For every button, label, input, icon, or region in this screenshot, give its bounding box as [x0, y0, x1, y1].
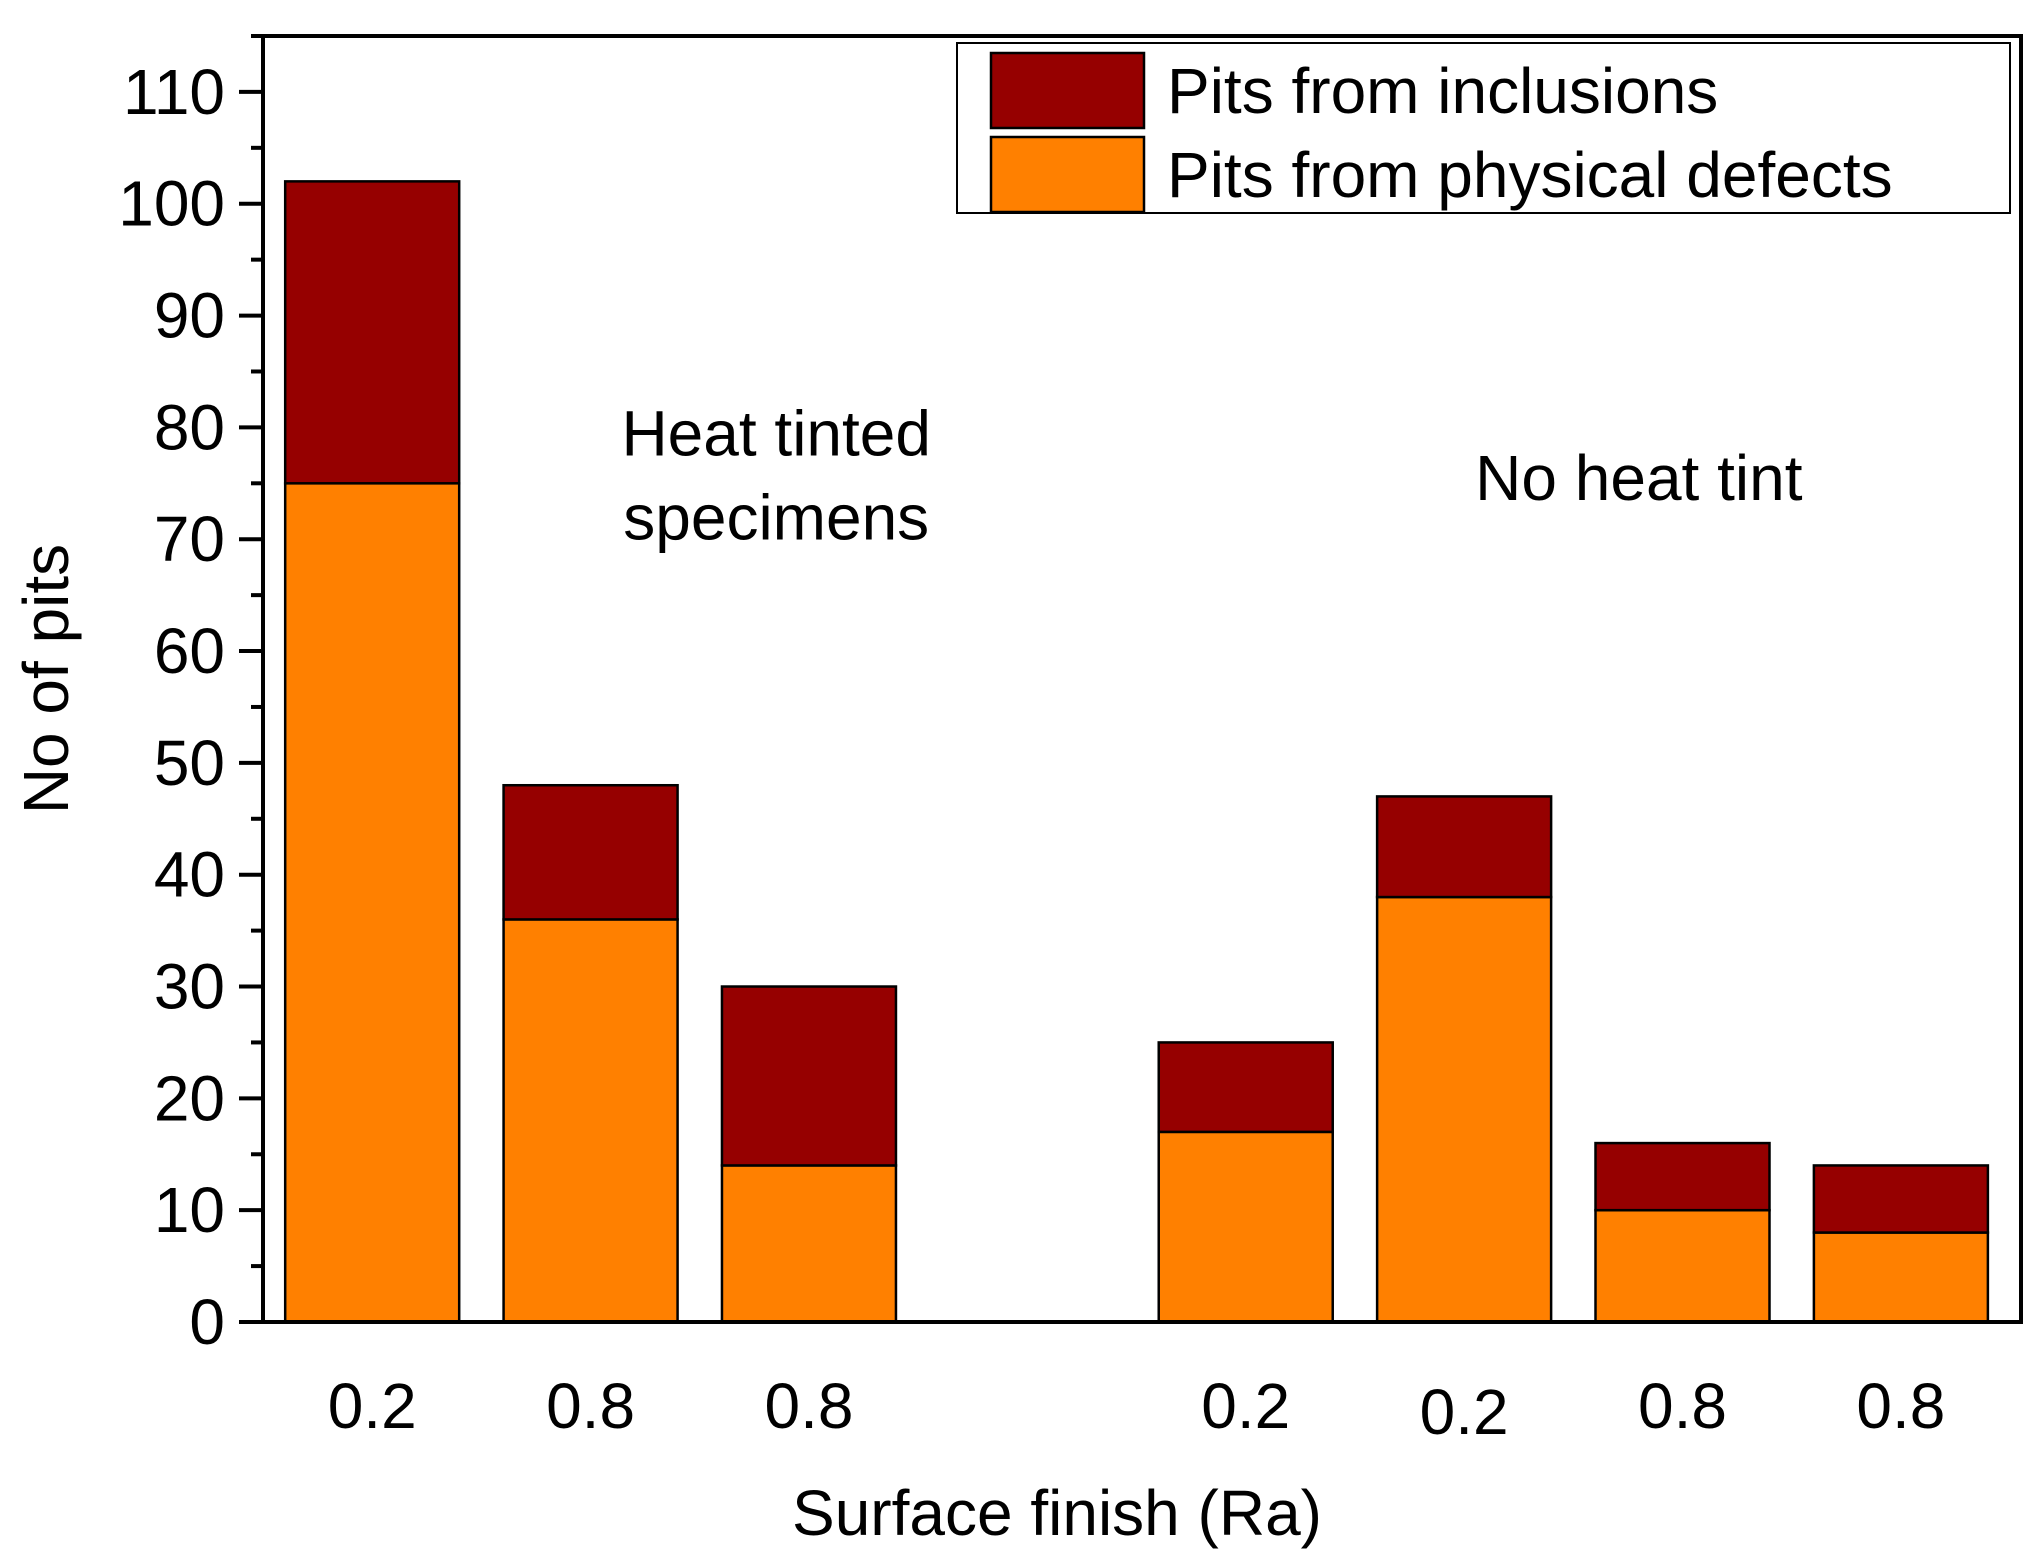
- bar-physical-defects-7: [1812, 1231, 1990, 1324]
- annotation-text-1: specimens: [623, 481, 929, 553]
- x-tick-label: 0.2: [1420, 1376, 1509, 1448]
- x-axis-label: Surface finish (Ra): [792, 1477, 1322, 1549]
- y-tick-label: 30: [154, 951, 225, 1023]
- annotation-text-1: Heat tinted: [621, 397, 931, 469]
- annotations: Heat tinted specimens No heat tint: [621, 397, 1802, 553]
- legend: Pits from inclusions Pits from physical d…: [956, 42, 2011, 214]
- x-tick-label: 0.8: [546, 1370, 635, 1442]
- x-tick-label: 0.8: [1856, 1370, 1945, 1442]
- plot-frame: [261, 34, 2023, 1324]
- y-tick-label: 50: [154, 727, 225, 799]
- bar-inclusions-5: [1375, 795, 1553, 899]
- y-tick-label: 60: [154, 615, 225, 687]
- y-tick-label: 10: [154, 1174, 225, 1246]
- bar-inclusions-2: [502, 783, 679, 921]
- bar-physical-defects-2: [502, 918, 679, 1324]
- bar-inclusions-1: [283, 180, 461, 485]
- bar-inclusions-7: [1812, 1164, 1990, 1234]
- y-tick-label: 70: [154, 503, 225, 575]
- bars-group: [283, 180, 1990, 1324]
- y-tick-label: 40: [154, 839, 225, 911]
- bar-physical-defects-1: [283, 482, 461, 1324]
- bar-inclusions-4: [1157, 1041, 1334, 1134]
- y-tick-label: 110: [123, 56, 225, 128]
- x-tick-label: 0.2: [328, 1370, 417, 1442]
- legend-label-2: Pits from physical defects: [1167, 139, 1893, 211]
- bar-inclusions-3: [720, 985, 898, 1167]
- bar-physical-defects-4: [1157, 1130, 1334, 1324]
- y-tick-label: 80: [154, 391, 225, 463]
- y-axis-label: No of pits: [10, 544, 82, 814]
- bar-inclusions-6: [1594, 1141, 1771, 1212]
- legend-swatch-2: [989, 135, 1146, 214]
- legend-label-1: Pits from inclusions: [1167, 55, 1718, 127]
- y-tick-label: 100: [118, 168, 225, 240]
- y-axis: 0 10 20 30 40 50 60 70 80 90 100 110: [118, 34, 263, 1358]
- y-tick-label: 20: [154, 1062, 225, 1134]
- bar-physical-defects-5: [1375, 895, 1553, 1324]
- annotation-text-2: No heat tint: [1475, 442, 1803, 514]
- bar-physical-defects-6: [1594, 1208, 1771, 1324]
- x-tick-label: 0.8: [1638, 1370, 1727, 1442]
- y-tick-label: 0: [189, 1286, 225, 1358]
- x-tick-label: 0.8: [764, 1370, 853, 1442]
- y-tick-label: 90: [154, 280, 225, 352]
- x-tick-label: 0.2: [1201, 1370, 1290, 1442]
- legend-swatch-1: [989, 51, 1146, 130]
- x-axis: 0.2 0.8 0.8 0.2 0.2 0.8 0.8: [328, 1370, 1946, 1448]
- bar-physical-defects-3: [720, 1164, 898, 1324]
